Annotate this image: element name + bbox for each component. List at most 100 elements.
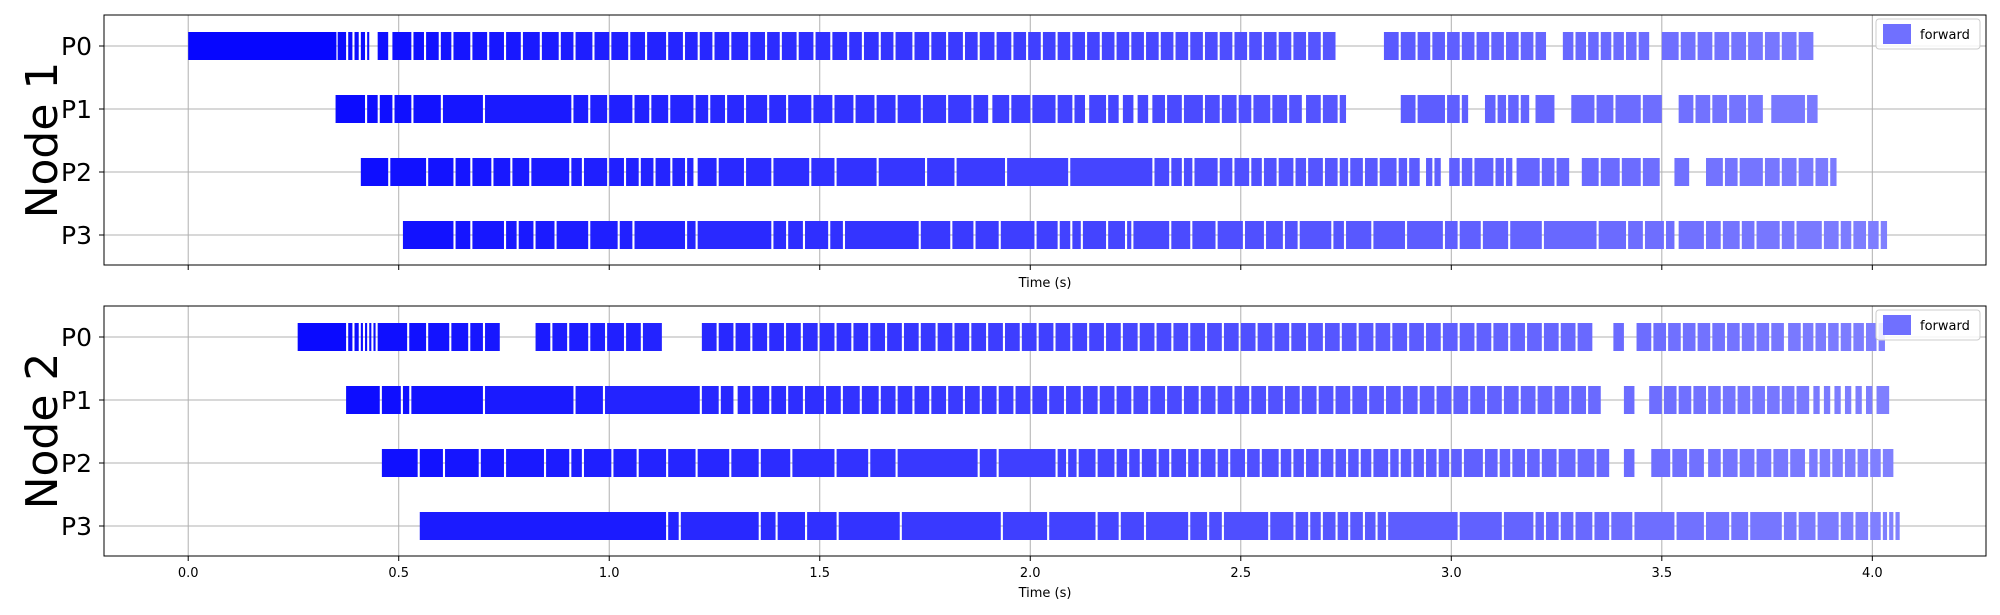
forward-bar [931,386,947,414]
forward-bar [638,449,667,477]
forward-bar [996,32,1012,60]
forward-bar [1815,158,1829,186]
forward-bar [781,32,797,60]
forward-bar [697,221,772,249]
forward-bar [379,95,393,123]
forward-bar [1844,449,1856,477]
forward-bar [973,95,989,123]
forward-bar [590,95,608,123]
axes-frame [103,14,1987,266]
forward-bar [1781,221,1795,249]
forward-bar [1823,386,1831,414]
forward-bar [512,158,530,186]
forward-bar [1764,32,1780,60]
forward-bar [687,158,694,186]
forward-bar [1133,221,1170,249]
forward-bar [1379,158,1397,186]
forward-bar [1487,386,1502,414]
forward-bar [1171,449,1187,477]
forward-bar [836,158,877,186]
forward-bar [1895,512,1900,540]
forward-bar [1628,221,1643,249]
forward-bar [1636,323,1652,351]
forward-bar [952,221,974,249]
forward-bar [1417,95,1445,123]
forward-bar [1122,95,1134,123]
forward-bar [1771,95,1805,123]
forward-bar [1335,449,1347,477]
forward-bar [773,221,787,249]
forward-bar [1413,449,1424,477]
forward-bar [560,32,574,60]
forward-bar [1116,449,1128,477]
forward-bar [1234,158,1250,186]
forward-bar [1739,158,1763,186]
forward-bar [1832,449,1843,477]
forward-bar [901,512,1001,540]
forward-bar [518,221,534,249]
forward-bar [880,32,894,60]
forward-bar [1807,95,1818,123]
forward-bar [1002,512,1048,540]
forward-bar [1417,32,1431,60]
forward-bar [1781,32,1797,60]
forward-bar [1137,95,1149,123]
forward-bar [546,449,570,477]
forward-bar [1042,32,1056,60]
forward-bar [897,449,978,477]
forward-bar [1059,221,1071,249]
forward-bar [360,32,366,60]
forward-bar [1819,449,1831,477]
forward-bar [1257,323,1273,351]
forward-bar [1562,32,1574,60]
forward-bar [1200,386,1216,414]
forward-bar [870,449,896,477]
forward-bar [1301,386,1317,414]
forward-bar [1476,32,1490,60]
forward-bar [485,386,574,414]
forward-bar [1546,512,1559,540]
forward-bar [1221,95,1237,123]
forward-bar [1089,95,1107,123]
forward-bar [1057,449,1067,477]
forward-bar [805,221,829,249]
forward-bar [402,386,410,414]
y-axis-label: Node 1 [17,62,68,219]
forward-bar [1611,512,1633,540]
forward-bar [1339,95,1347,123]
forward-bar [1335,386,1351,414]
forward-bar [535,323,551,351]
forward-bar [971,323,987,351]
forward-bar [1190,323,1205,351]
forward-bar [337,32,347,60]
bar-row-p0 [297,323,1885,351]
forward-bar [1089,323,1104,351]
forward-bar [1167,95,1182,123]
forward-bar [1823,221,1839,249]
forward-bar [506,449,544,477]
forward-bar [1813,386,1820,414]
forward-bar [1204,95,1220,123]
forward-bar [887,323,902,351]
forward-bar [1284,386,1300,414]
forward-bar [1005,323,1020,351]
forward-bar [1127,221,1132,249]
forward-bar [1815,323,1827,351]
forward-bar [697,158,717,186]
forward-bar [1278,32,1292,60]
forward-bar [1341,323,1357,351]
forward-bar [335,95,366,123]
forward-bar [1556,158,1570,186]
forward-bar [640,158,654,186]
forward-bar [1318,386,1334,414]
forward-bar [634,95,650,123]
forward-bar [360,323,363,351]
forward-bar [1527,323,1542,351]
forward-bar [1217,449,1229,477]
forward-bar [1527,449,1540,477]
forward-bar [1253,95,1271,123]
forward-bar [1613,32,1624,60]
forward-bar [1575,32,1587,60]
forward-bar [1434,158,1441,186]
forward-bar [531,158,570,186]
